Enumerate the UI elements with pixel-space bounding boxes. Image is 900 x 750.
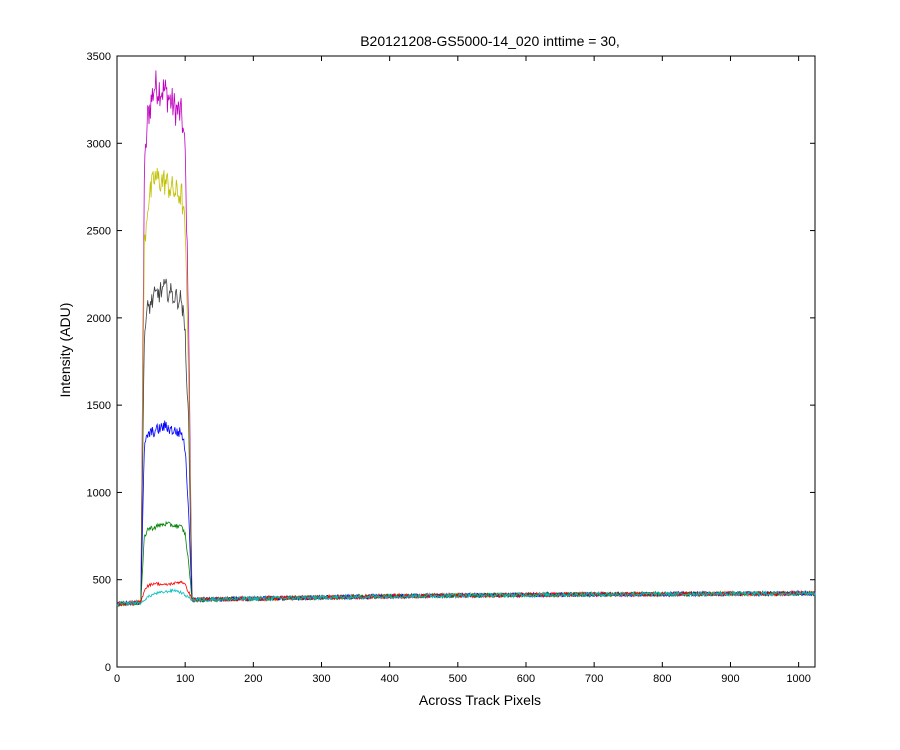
- series-line-7: [116, 588, 816, 607]
- y-tick-label: 500: [93, 575, 111, 587]
- y-tick-label: 2000: [87, 313, 111, 325]
- x-axis-ticks: 0 100 200 300 400 500 600 700 800 900 1000: [114, 56, 811, 685]
- y-tick-label: 2500: [87, 226, 111, 238]
- y-tick-label: 3000: [87, 138, 111, 150]
- x-tick-label: 100: [176, 673, 194, 685]
- x-tick-label: 400: [380, 673, 398, 685]
- x-tick-label: 300: [312, 673, 330, 685]
- plot-area: [116, 55, 816, 668]
- x-tick-label: 1000: [786, 673, 810, 685]
- x-axis-label: Across Track Pixels: [419, 692, 541, 708]
- y-tick-label: 1000: [87, 487, 111, 499]
- chart-title: B20121208-GS5000-14_020 inttime = 30,: [360, 33, 620, 49]
- y-tick-label: 0: [105, 662, 111, 674]
- x-tick-label: 700: [585, 673, 603, 685]
- series-layer: [116, 70, 816, 608]
- x-tick-label: 900: [721, 673, 739, 685]
- y-tick-label: 1500: [87, 400, 111, 412]
- x-tick-label: 600: [517, 673, 535, 685]
- x-tick-label: 800: [653, 673, 671, 685]
- x-tick-label: 200: [244, 673, 262, 685]
- x-tick-label: 500: [449, 673, 467, 685]
- y-axis-ticks: 0 500 1000 1500 2000 2500 3000 3500: [87, 51, 815, 674]
- x-tick-label: 0: [114, 673, 120, 685]
- y-axis-label: Intensity (ADU): [57, 303, 73, 398]
- y-tick-label: 3500: [87, 51, 111, 63]
